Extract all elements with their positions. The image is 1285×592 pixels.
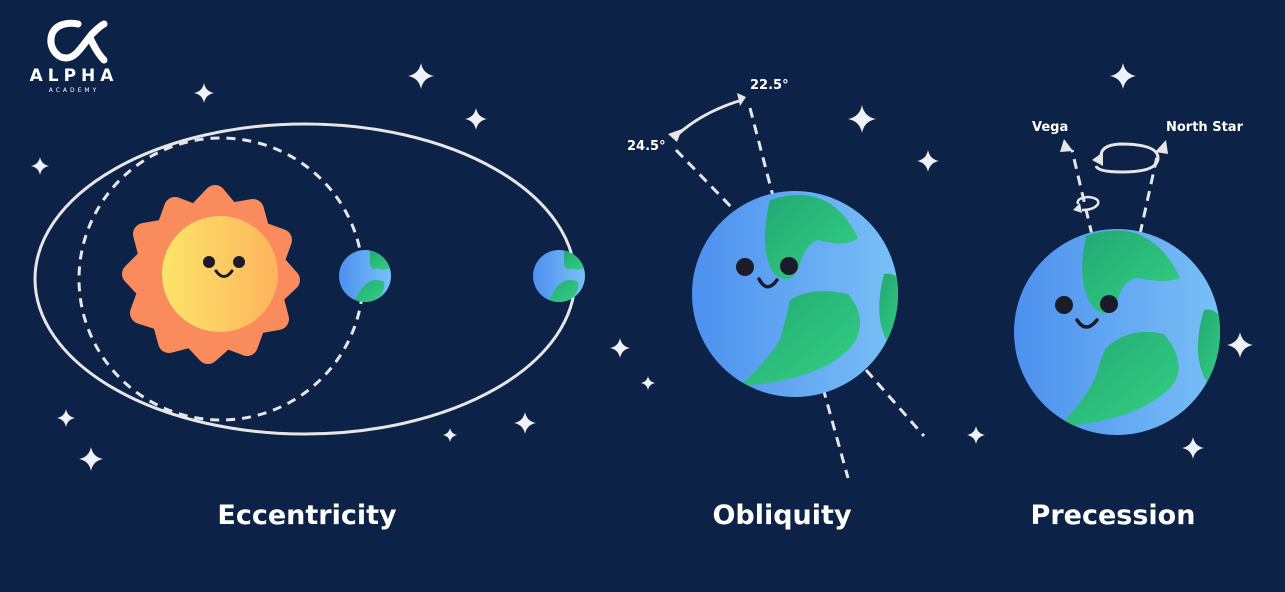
earth-eye: [1100, 295, 1118, 313]
earth-smile: [1075, 318, 1099, 329]
star-icon: [514, 412, 536, 434]
arrow-head-icon: [1155, 140, 1168, 154]
axis-22-5: [748, 107, 776, 201]
earth-eye: [780, 257, 798, 275]
spin-circle: [1076, 195, 1100, 212]
caption-eccentricity: Eccentricity: [217, 500, 397, 531]
star-icon: [917, 150, 939, 172]
star-icon: [31, 157, 49, 175]
angle-label-24-5: 24.5°: [627, 139, 666, 154]
sun-eye: [233, 256, 245, 268]
arrow-head-icon: [1092, 152, 1103, 166]
star-icon: [641, 376, 655, 390]
sun-smile: [214, 269, 234, 278]
star-icon: [1110, 63, 1136, 89]
star-icon: [967, 426, 985, 444]
star-icon: [408, 63, 434, 89]
star-icon: [610, 338, 630, 358]
earth-icon-obliquity: [692, 191, 898, 397]
caption-precession: Precession: [1030, 500, 1196, 531]
earth-icon-precession: [1014, 229, 1220, 435]
arrow-head-icon: [668, 129, 682, 142]
alpha-logo-icon: [47, 19, 108, 64]
earth-icon-outer-orbit: [533, 250, 585, 302]
angle-label-22-5: 22.5°: [750, 78, 789, 93]
earth-eye: [1055, 296, 1073, 314]
axis-24-5: [674, 148, 740, 216]
star-icon: [443, 428, 457, 442]
sun-icon: [122, 185, 300, 364]
eccentricity-diagram: [33, 122, 585, 436]
star-icon: [194, 83, 214, 103]
precession-diagram: [1014, 139, 1220, 435]
star-icon: [1227, 332, 1253, 358]
earth-eye: [736, 258, 754, 276]
tilt-arc: [674, 98, 743, 138]
caption-obliquity: Obliquity: [712, 500, 852, 531]
star-icon: [465, 108, 487, 130]
elliptical-orbit: [33, 122, 577, 436]
star-icon: [1182, 437, 1204, 459]
earth-smile: [757, 277, 779, 289]
axis-to-vega: [1070, 149, 1094, 236]
arrow-head-icon: [737, 93, 746, 106]
star-icon: [848, 105, 876, 133]
star-label-north-star: North Star: [1166, 120, 1243, 135]
logo-tagline: ACADEMY: [48, 87, 100, 94]
star-icon: [79, 447, 103, 471]
sun-eye: [203, 256, 215, 268]
logo-wordmark: ALPHA: [29, 66, 119, 86]
arrow-head-icon: [1073, 203, 1082, 213]
axis-24-5-lower: [864, 369, 926, 437]
arrow-head-icon: [1060, 139, 1073, 152]
star-label-vega: Vega: [1032, 120, 1069, 135]
star-icon: [57, 409, 75, 427]
axis-22-5-lower: [821, 387, 850, 479]
obliquity-diagram: [668, 93, 926, 479]
precession-circle: [1094, 142, 1160, 174]
earth-icon-inner-orbit: [339, 250, 391, 302]
